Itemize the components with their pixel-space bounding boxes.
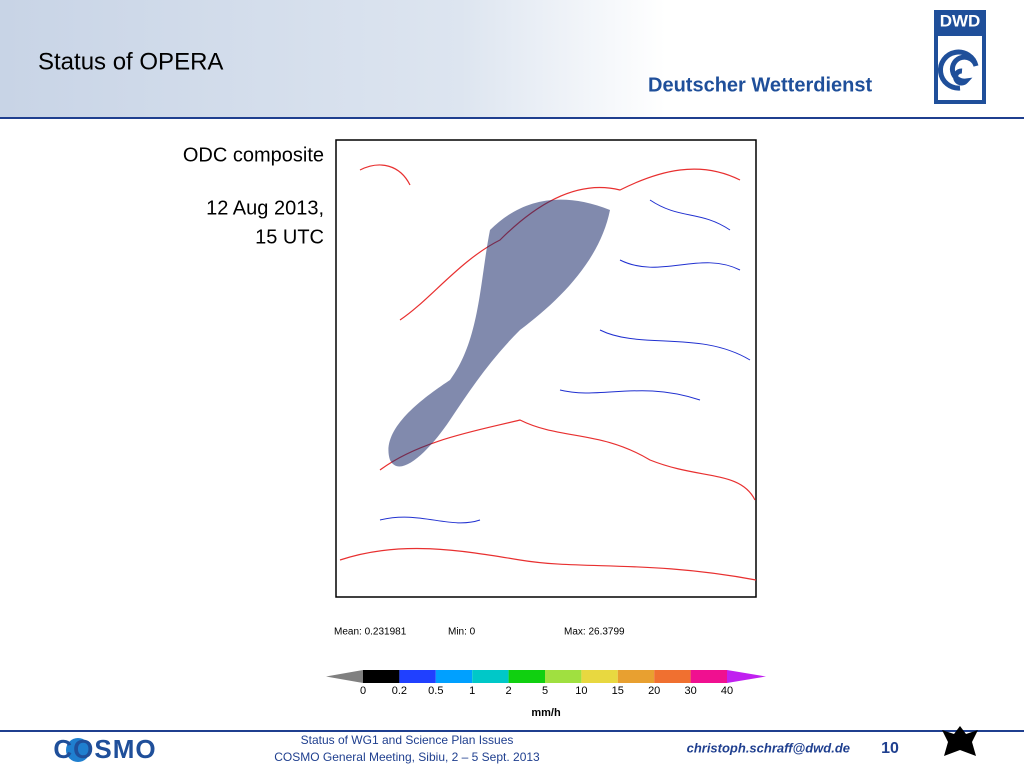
over-arrow: [727, 670, 766, 683]
footer-line2: COSMO General Meeting, Sibiu, 2 – 5 Sept…: [274, 750, 540, 764]
colorbar: 0 0.2 0.5 1 2 5 10 15 20 30 40: [326, 670, 766, 697]
colorbar-label: 0.5: [428, 685, 443, 697]
color-swatch: [617, 670, 655, 683]
color-swatch: [545, 670, 582, 683]
logo-globe: [66, 738, 90, 762]
slide-title: Status of OPERA: [38, 48, 223, 75]
colorbar-label: 5: [542, 685, 548, 697]
cosmo-logo-text: COSMO: [53, 734, 156, 764]
colorbar-label: 2: [506, 685, 512, 697]
caption-product: ODC composite: [183, 144, 324, 166]
color-swatch: [363, 670, 400, 683]
precip-area: [388, 199, 610, 467]
radar-map: [335, 139, 757, 598]
caption-date: 12 Aug 2013,: [206, 197, 324, 219]
stat-mean: Mean: 0.231981: [334, 627, 407, 638]
colorbar-label: 20: [648, 685, 660, 697]
under-arrow: [326, 670, 363, 683]
stat-min: Min: 0: [448, 627, 476, 638]
stat-max: Max: 26.3799: [564, 627, 625, 638]
footer-email: christoph.schraff@dwd.de: [687, 740, 850, 755]
rivers: [379, 199, 751, 524]
logo-swirl: [937, 49, 979, 91]
eagle-emblem: [942, 726, 978, 756]
color-swatch: [654, 670, 691, 683]
color-swatch: [472, 670, 509, 683]
color-swatch: [508, 670, 545, 683]
colorbar-label: 0.2: [392, 685, 407, 697]
colorbar-label: 40: [721, 685, 733, 697]
color-swatch: [690, 670, 727, 683]
colorbar-label: 0: [360, 685, 366, 697]
colorbar-label: 1: [469, 685, 475, 697]
dwd-logo-text: DWD: [940, 11, 981, 30]
colorbar-unit: mm/h: [531, 707, 561, 719]
colorbar-label: 15: [612, 685, 624, 697]
page-number: 10: [881, 740, 899, 757]
caption-time: 15 UTC: [255, 226, 324, 248]
colorbar-label: 30: [684, 685, 696, 697]
color-swatch: [581, 670, 618, 683]
footer-line1: Status of WG1 and Science Plan Issues: [301, 733, 514, 747]
color-swatch: [435, 670, 473, 683]
color-swatch: [399, 670, 436, 683]
cosmo-logo: COSMO: [53, 734, 156, 764]
org-name: Deutscher Wetterdienst: [648, 74, 872, 96]
header-band: [0, 0, 1024, 117]
colorbar-label: 10: [575, 685, 587, 697]
coastline: [339, 164, 757, 581]
